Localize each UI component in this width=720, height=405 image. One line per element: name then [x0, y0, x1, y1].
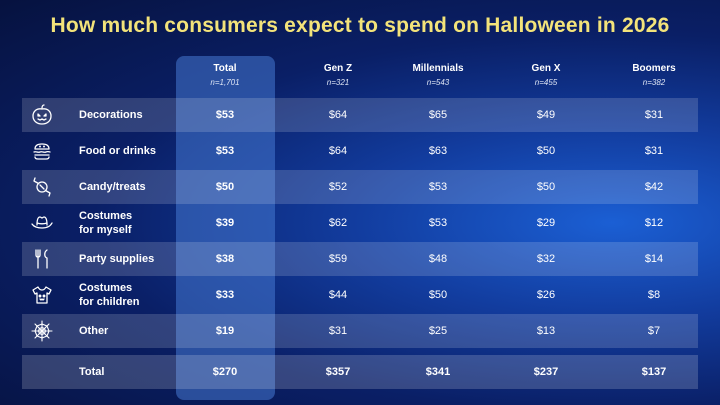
- value-cell: $59: [328, 253, 348, 265]
- table-row: Decorations $53 $64 $65 $49 $31: [22, 98, 698, 132]
- value-cell: $63: [428, 145, 448, 157]
- value-cell: $13: [536, 325, 556, 337]
- value-cell: $50: [215, 181, 235, 193]
- value-cell: $64: [328, 145, 348, 157]
- total-column-highlight: [176, 56, 275, 400]
- table-row: Costumes for myself $39 $62 $53 $29 $12: [22, 206, 698, 240]
- value-cell: $42: [644, 181, 664, 193]
- cowboy-hat-icon: [31, 216, 53, 229]
- table-row: Costumes for children $33 $44 $50 $26 $8: [22, 278, 698, 312]
- value-cell: $32: [536, 253, 556, 265]
- value-cell: $38: [215, 253, 235, 265]
- value-cell: $31: [328, 325, 348, 337]
- value-cell: $53: [215, 109, 235, 121]
- table-row: Party supplies $38 $59 $48 $32 $14: [22, 242, 698, 276]
- total-value-cell: $137: [641, 366, 667, 378]
- value-cell: $50: [428, 289, 448, 301]
- column-header-row: Total n=1,701 Gen Z n=321 Millennials n=543 Ge…: [0, 63, 720, 97]
- value-cell: $14: [644, 253, 664, 265]
- value-cell: $53: [215, 145, 235, 157]
- burger-icon: [33, 143, 51, 160]
- value-cell: $39: [215, 217, 235, 229]
- value-cell: $62: [328, 217, 348, 229]
- value-cell: $33: [215, 289, 235, 301]
- value-cell: $8: [647, 289, 661, 301]
- value-cell: $53: [428, 181, 448, 193]
- value-cell: $53: [428, 217, 448, 229]
- column-name: Total: [213, 63, 237, 74]
- value-cell: $65: [428, 109, 448, 121]
- table-row: Food or drinks $53 $64 $63 $50 $31: [22, 134, 698, 168]
- row-label: Food or drinks: [79, 145, 156, 157]
- value-cell: $31: [644, 145, 664, 157]
- column-header-gen-x: Gen X n=455: [496, 63, 596, 87]
- row-label: Party supplies: [79, 253, 155, 265]
- total-value-cell: $357: [325, 366, 351, 378]
- sample-size: n=455: [534, 78, 558, 87]
- total-row-label: Total: [79, 366, 105, 378]
- column-header-total: Total n=1,701: [175, 63, 275, 87]
- column-name: Gen X: [531, 63, 561, 74]
- row-label: Candy/treats: [79, 181, 146, 193]
- value-cell: $49: [536, 109, 556, 121]
- value-cell: $50: [536, 145, 556, 157]
- value-cell: $26: [536, 289, 556, 301]
- sample-size: n=321: [326, 78, 350, 87]
- total-value-cell: $237: [533, 366, 559, 378]
- pumpkin-icon: [32, 104, 52, 125]
- value-cell: $52: [328, 181, 348, 193]
- row-label: Decorations: [79, 109, 143, 121]
- column-name: Millennials: [412, 63, 464, 74]
- utensils-icon: [35, 249, 48, 269]
- column-header-millennials: Millennials n=543: [388, 63, 488, 87]
- row-label: Other: [79, 325, 109, 337]
- value-cell: $31: [644, 109, 664, 121]
- value-cell: $12: [644, 217, 664, 229]
- value-cell: $7: [647, 325, 661, 337]
- table-row: Other $19 $31 $25 $13 $7: [22, 314, 698, 348]
- column-header-boomers: Boomers n=382: [604, 63, 704, 87]
- chart-title: How much consumers expect to spend on Ha…: [50, 14, 670, 37]
- column-name: Gen Z: [323, 63, 353, 74]
- spiderweb-icon: [31, 320, 53, 342]
- row-label: Costumes for children: [79, 282, 140, 308]
- row-label: Costumes for myself: [79, 210, 133, 236]
- total-value-cell: $341: [425, 366, 451, 378]
- table-row: Candy/treats $50 $52 $53 $50 $42: [22, 170, 698, 204]
- value-cell: $29: [536, 217, 556, 229]
- value-cell: $25: [428, 325, 448, 337]
- value-cell: $48: [428, 253, 448, 265]
- sample-size: n=543: [426, 78, 450, 87]
- value-cell: $50: [536, 181, 556, 193]
- column-header-gen-z: Gen Z n=321: [288, 63, 388, 87]
- column-name: Boomers: [632, 63, 676, 74]
- total-row: Total $270 $357 $341 $237 $137: [22, 355, 698, 389]
- value-cell: $44: [328, 289, 348, 301]
- sample-size: n=1,701: [210, 78, 240, 87]
- value-cell: $19: [215, 325, 235, 337]
- value-cell: $64: [328, 109, 348, 121]
- shirt-icon: [32, 286, 52, 304]
- sample-size: n=382: [642, 78, 666, 87]
- total-value-cell: $270: [212, 366, 238, 378]
- candy-icon: [33, 177, 51, 197]
